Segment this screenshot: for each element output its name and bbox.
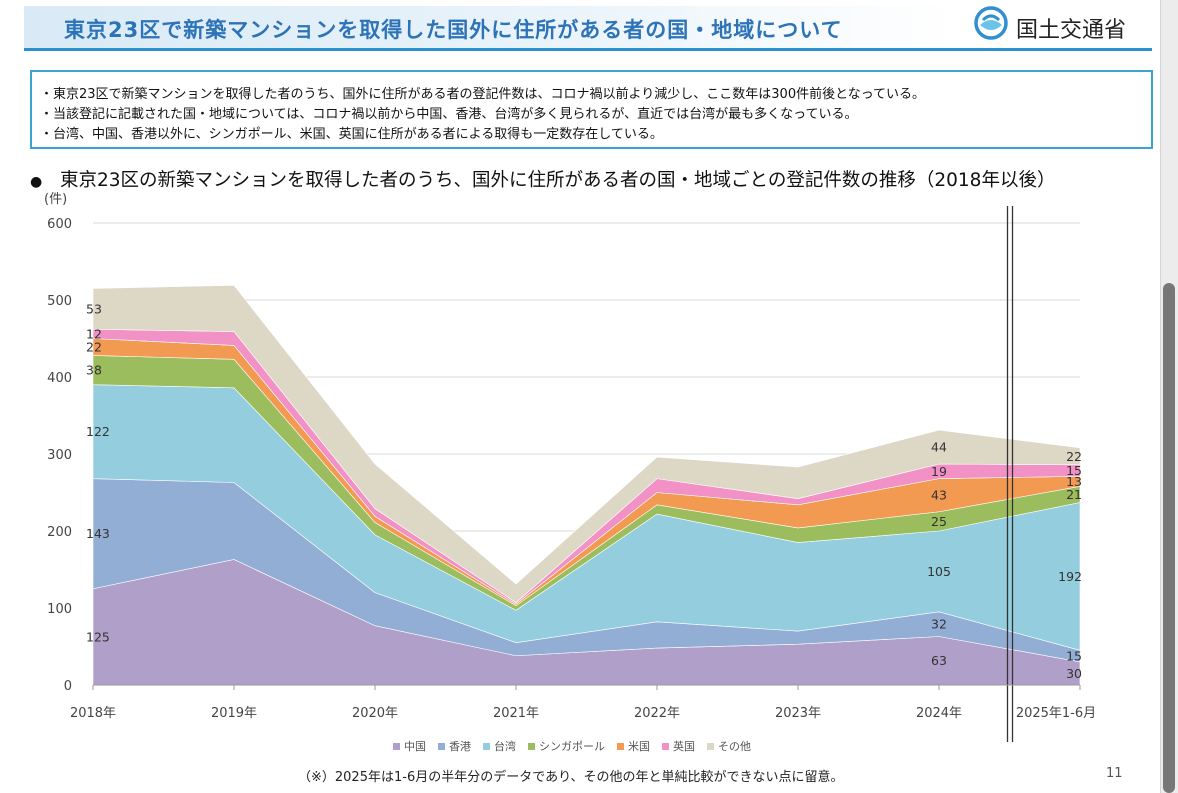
legend-label: シンガポール [539,740,605,753]
legend-item: シンガポール [528,738,605,754]
y-axis-unit: (件) [44,192,67,207]
data-label: 22 [86,339,102,354]
y-tick-label: 0 [64,679,72,694]
data-label: 19 [931,464,947,479]
data-label: 105 [927,564,951,579]
data-label: 25 [931,514,947,529]
data-label: 122 [86,424,110,439]
page-number: 11 [1106,766,1123,781]
legend-item: 中国 [393,738,426,754]
legend-swatch [662,742,669,750]
ministry-name: 国土交通省 [1016,18,1127,43]
x-tick-label: 2018年 [70,706,116,721]
summary-line: ・台湾、中国、香港以外に、シンガポール、米国、英国に住所がある者による取得も一定… [40,127,663,142]
data-label: 30 [1066,666,1082,681]
y-tick-label: 200 [47,525,72,540]
x-tick-label: 2021年 [493,706,539,721]
data-label: 15 [1066,649,1082,664]
legend-label: 香港 [449,740,471,753]
legend-item: 米国 [617,738,650,754]
chart-legend: 中国 香港 台湾 シンガポール 米国 英国 その他 [393,738,751,754]
legend-swatch [617,742,624,750]
legend-label: 米国 [628,740,650,753]
legend-label: 台湾 [494,740,516,753]
x-tick-label: 2020年 [352,706,398,721]
data-label: 32 [931,617,947,632]
data-label: 192 [1058,569,1082,584]
area-series-その他 [92,285,1081,603]
scrollbar-thumb[interactable] [1163,283,1175,793]
x-tick-label: 2022年 [634,706,680,721]
y-tick-label: 100 [47,602,72,617]
data-label: 44 [931,440,947,455]
legend-swatch [707,742,714,750]
data-label: 125 [86,629,110,644]
y-tick-label: 300 [47,448,72,463]
x-tick-label: 2023年 [775,706,821,721]
summary-box: ・東京23区で新築マンションを取得した者のうち、国外に住所がある者の登記件数は、… [30,70,1153,149]
legend-item: 台湾 [483,738,516,754]
legend-item: 香港 [438,738,471,754]
data-label: 143 [86,526,110,541]
chart-heading: ● 東京23区の新築マンションを取得した者のうち、国外に住所がある者の国・地域ごと… [30,166,1055,192]
y-tick-label: 400 [47,371,72,386]
data-label: 13 [1066,474,1082,489]
mlit-logo-icon [974,6,1008,40]
legend-item: 英国 [662,738,695,754]
data-label: 21 [1066,487,1082,502]
y-tick-label: 500 [47,294,72,309]
legend-swatch [483,742,490,750]
data-label: 53 [86,301,102,316]
legend-swatch [393,742,400,750]
legend-item: その他 [707,738,751,754]
footnote: （※）2025年は1-6月の半年分のデータであり、その他の年と単純比較ができない… [298,770,844,785]
bullet-icon: ● [30,174,43,190]
legend-swatch [528,742,535,750]
data-label: 43 [931,488,947,503]
summary-line: ・当該登記に記載された国・地域については、コロナ禍以前から中国、香港、台湾が多く… [40,107,858,122]
legend-swatch [438,742,445,750]
legend-label: 英国 [673,740,695,753]
data-label: 12 [86,326,102,341]
header-banner [24,6,959,48]
x-tick-label: 2019年 [211,706,257,721]
x-tick-label: 2025年1-6月 [1016,706,1096,721]
x-tick-label: 2024年 [916,706,962,721]
chart-heading-text: 東京23区の新築マンションを取得した者のうち、国外に住所がある者の国・地域ごとの… [60,170,1056,191]
summary-line: ・東京23区で新築マンションを取得した者のうち、国外に住所がある者の登記件数は、… [40,87,926,102]
legend-label: 中国 [404,740,426,753]
data-label: 15 [1066,463,1082,478]
legend-label: その他 [718,740,751,753]
header-divider [24,48,1152,51]
data-label: 38 [86,363,102,378]
data-label: 63 [931,653,947,668]
y-tick-label: 600 [47,217,72,232]
data-label: 22 [1066,449,1082,464]
page-title: 東京23区で新築マンションを取得した国外に住所がある者の国・地域について [64,18,843,42]
